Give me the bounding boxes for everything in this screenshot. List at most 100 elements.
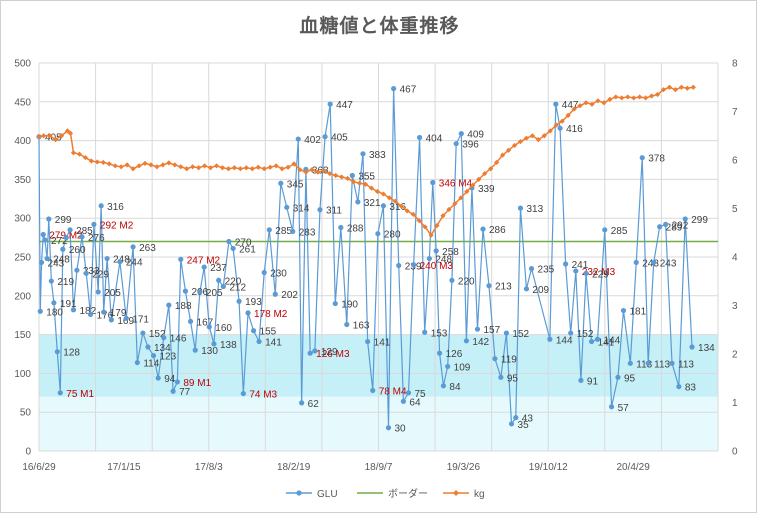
kg-point — [94, 159, 100, 165]
x-tick-label: 19/3/26 — [447, 462, 481, 473]
glu-data-label: 169 — [117, 316, 134, 327]
glu-point — [523, 286, 530, 292]
glu-data-label: 152 — [577, 329, 594, 340]
glu-data-label: 95 — [624, 373, 636, 384]
glu-data-label: 144 — [556, 335, 573, 346]
glu-point — [37, 308, 43, 314]
glu-point — [396, 262, 402, 269]
chart-title: 血糖値と体重推移 — [299, 15, 460, 37]
kg-point — [231, 165, 237, 171]
kg-point — [243, 165, 249, 171]
glu-point — [38, 259, 45, 266]
glu-point — [385, 425, 392, 431]
glu-point — [508, 421, 515, 427]
kg-point — [219, 165, 226, 171]
glu-data-label: 62 — [308, 399, 320, 410]
glu-data-label: 77 — [179, 387, 191, 398]
kg-point — [130, 166, 136, 172]
glu-data-label: 299 — [55, 215, 72, 226]
glu-data-label: 84 — [449, 382, 461, 393]
kg-point — [434, 222, 440, 229]
kg-point — [374, 188, 381, 195]
glu-point — [583, 270, 589, 276]
glu-point — [46, 216, 52, 222]
glu-point — [95, 289, 101, 295]
kg-point — [440, 213, 446, 219]
glu-point — [51, 300, 57, 306]
x-tick-label: 19/10/12 — [529, 462, 568, 473]
kg-point — [452, 201, 458, 207]
glu-point — [261, 269, 267, 276]
glu-point — [332, 300, 338, 307]
kg-point — [166, 160, 172, 166]
kg-point — [36, 134, 42, 140]
kg-point — [517, 138, 524, 145]
glu-point — [426, 255, 432, 262]
glu-data-label: 109 — [454, 362, 471, 373]
glu-data-label: 114 — [143, 359, 159, 370]
y-left-tick-label: 250 — [14, 253, 31, 264]
glu-data-label: 316 — [389, 202, 406, 213]
glu-point — [449, 277, 455, 283]
kg-point — [53, 137, 59, 143]
glu-point — [74, 267, 80, 273]
legend-label: GLU — [317, 489, 338, 500]
kg-point — [279, 166, 285, 172]
glu-point — [620, 307, 627, 314]
glu-point — [344, 321, 350, 328]
glu-point — [150, 352, 157, 359]
glu-point — [503, 330, 510, 336]
glu-data-label: 345 — [287, 179, 304, 190]
glu-point — [416, 134, 423, 141]
kg-point — [100, 159, 106, 166]
kg-point — [476, 176, 482, 182]
glu-data-label: 91 — [587, 376, 599, 387]
glu-data-label: 285 — [611, 226, 628, 237]
y-right-tick-label: 4 — [732, 253, 738, 264]
glu-data-label: 383 — [369, 150, 386, 161]
glu-point — [676, 383, 682, 390]
glu-data-label: 176 — [97, 310, 114, 321]
glu-point — [155, 375, 161, 381]
kg-point — [482, 170, 488, 177]
kg-point — [684, 85, 690, 91]
glu-point — [83, 270, 89, 276]
glu-data-label: 144 — [604, 335, 621, 346]
glu-point — [608, 404, 615, 410]
glu-point — [380, 203, 386, 209]
glu-data-label: 270 — [235, 237, 252, 248]
glu-data-label: 141 — [265, 338, 282, 349]
glu-data-label: 292 — [672, 220, 689, 231]
glu-data-label: 447 — [562, 100, 579, 111]
kg-point — [535, 137, 541, 143]
glu-point — [433, 248, 439, 254]
glu-point — [602, 227, 608, 233]
kg-point — [201, 163, 208, 169]
glu-data-label: 243 — [48, 258, 65, 269]
x-tick-label: 16/6/29 — [22, 462, 56, 473]
glu-point — [338, 224, 344, 231]
glu-data-label: 280 — [384, 230, 401, 241]
glu-data-label: 237 — [210, 263, 227, 274]
glu-data-label: 57 — [618, 403, 630, 414]
kg-point — [547, 128, 553, 134]
glu-point — [161, 335, 167, 341]
glu-data-label: 213 — [495, 282, 512, 293]
y-right-tick-label: 2 — [732, 350, 738, 361]
glu-data-label: 321 — [364, 198, 381, 209]
glu-point — [615, 374, 621, 380]
glu-data-label: 260 — [69, 245, 86, 256]
kg-point — [625, 94, 631, 100]
glu-data-label: 141 — [598, 338, 615, 349]
kg-point — [660, 87, 667, 93]
kg-point — [666, 84, 673, 90]
kg-point — [112, 163, 118, 169]
kg-point — [583, 100, 589, 106]
kg-point — [654, 91, 661, 98]
glu-data-label: 128 — [63, 348, 80, 359]
y-left-tick-label: 0 — [25, 447, 31, 458]
glu-data-label: 30 — [395, 424, 407, 435]
glu-point — [547, 336, 553, 342]
glu-data-label: 43 — [522, 414, 534, 425]
